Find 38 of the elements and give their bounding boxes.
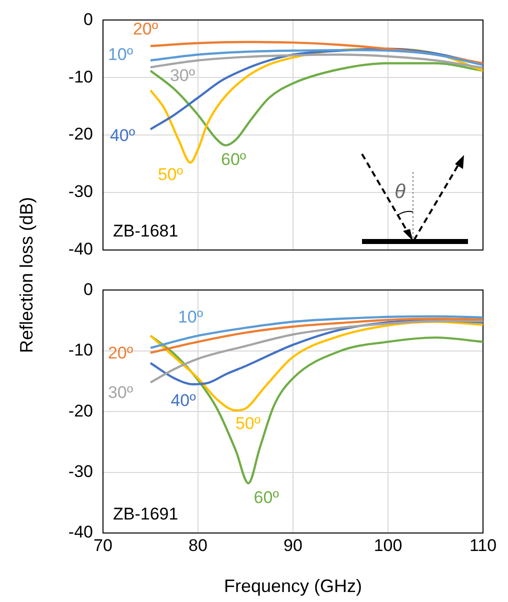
y-tick-label: 0 (84, 280, 93, 299)
y-tick-label: 0 (84, 10, 93, 29)
line-series (149, 334, 483, 484)
series-label: 40º (170, 390, 196, 410)
y-tick-label: -20 (68, 124, 93, 144)
x-tick-label: 80 (188, 536, 208, 555)
annotation: ZB-1681 (113, 221, 178, 240)
series-label: 20º (108, 343, 134, 362)
series-label: 60º (220, 150, 246, 170)
line-series (149, 48, 483, 66)
x-tick-label: 70 (94, 536, 112, 555)
series-label: 40º (110, 126, 136, 145)
reflection-diagram: θ (360, 152, 470, 247)
annotation: ZB-1691 (113, 504, 178, 524)
y-tick-label: -30 (68, 462, 93, 481)
y-axis-title: Reflection loss (dB) (16, 196, 38, 354)
series-label: 10º (108, 45, 134, 64)
x-axis-title: Frequency (GHz) (224, 576, 362, 596)
y-tick-label: -10 (68, 340, 93, 360)
x-tick-label: 110 (469, 536, 497, 555)
y-tick-label: -10 (68, 67, 93, 86)
x-tick-label: 90 (284, 536, 302, 555)
series-label: 50º (158, 165, 183, 184)
series-label: 50º (235, 414, 261, 434)
series-label: 20º (132, 20, 158, 39)
x-tick-label: 100 (374, 536, 402, 555)
series-label: 30º (108, 383, 134, 402)
y-tick-label: -40 (68, 522, 93, 542)
line-series (149, 62, 483, 146)
y-tick-label: -20 (68, 401, 93, 420)
annotation: θ (394, 181, 406, 203)
line-series (149, 54, 483, 69)
series-label: 30º (170, 66, 196, 85)
series-label: 10º (178, 308, 204, 327)
y-tick-label: -40 (68, 239, 93, 258)
y-tick-label: -30 (68, 182, 93, 202)
series-label: 60º (254, 488, 279, 507)
line-series (149, 40, 483, 64)
